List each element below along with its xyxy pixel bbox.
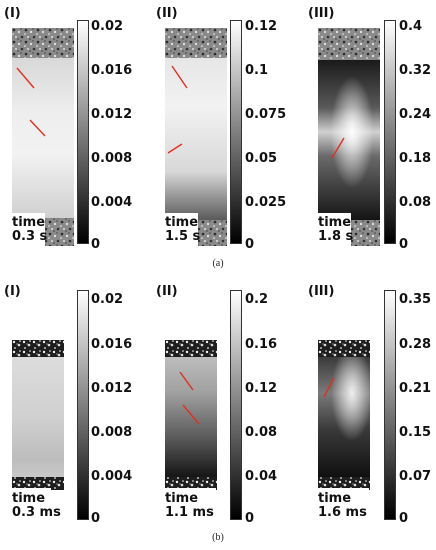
time-label-b2: time <box>165 491 199 506</box>
panel-label-a2: (II) <box>156 6 178 21</box>
colorbar-tick: 0 <box>399 511 409 526</box>
time-label-a1: time <box>12 215 46 230</box>
time-value-b1: 0.3 ms <box>12 505 61 520</box>
crack-line <box>171 65 188 89</box>
panel-label-b3: (III) <box>308 284 335 299</box>
colorbar-b2 <box>230 290 242 520</box>
panel-label-b2: (II) <box>156 284 178 299</box>
panel-label-b1: (I) <box>4 284 21 299</box>
colorbar-tick: 0.15 <box>399 425 432 440</box>
crack-line <box>179 371 194 391</box>
colorbar-tick: 0.1 <box>245 63 269 78</box>
colorbar-tick: 0.21 <box>399 381 432 396</box>
specimen-image-b2 <box>165 340 217 490</box>
colorbar-tick: 0.35 <box>399 292 432 307</box>
time-value-a3: 1.8 s <box>318 229 354 244</box>
crack-line <box>323 377 335 398</box>
colorbar-tick: 0.04 <box>245 469 278 484</box>
crack-line <box>29 119 46 137</box>
colorbar-b1 <box>77 290 89 520</box>
crack-line <box>167 143 183 154</box>
colorbar-tick: 0.012 <box>91 107 133 122</box>
panel-label-a1: (I) <box>4 6 21 21</box>
colorbar-tick: 0.016 <box>91 63 133 78</box>
crack-line <box>331 137 345 159</box>
time-value-b3: 1.6 ms <box>318 505 367 520</box>
colorbar-tick: 0.012 <box>91 381 133 396</box>
colorbar-tick: 0 <box>399 237 409 252</box>
colorbar-tick: 0.016 <box>91 337 133 352</box>
crack-line <box>182 404 200 425</box>
specimen-image-b1 <box>12 340 64 490</box>
time-label-b3: time <box>318 491 352 506</box>
colorbar-tick: 0.004 <box>91 195 133 210</box>
specimen-image-b3 <box>318 340 370 490</box>
colorbar-tick: 0.025 <box>245 195 287 210</box>
colorbar-tick: 0.2 <box>245 292 269 307</box>
colorbar-tick: 0.28 <box>399 337 432 352</box>
colorbar-tick: 0.05 <box>245 151 278 166</box>
colorbar-tick: 0.004 <box>91 469 133 484</box>
colorbar-tick: 0.075 <box>245 107 287 122</box>
panel-label-a3: (III) <box>308 6 335 21</box>
colorbar-tick: 0.08 <box>245 425 278 440</box>
colorbar-tick: 0 <box>91 511 101 526</box>
colorbar-tick: 0.32 <box>399 63 432 78</box>
colorbar-tick: 0.18 <box>399 151 432 166</box>
colorbar-b3 <box>384 290 396 520</box>
specimen-image-a3 <box>318 28 380 246</box>
specimen-image-a1 <box>12 28 74 246</box>
colorbar-tick: 0.08 <box>399 195 432 210</box>
colorbar-tick: 0.12 <box>245 381 278 396</box>
caption-a: (a) <box>212 258 224 269</box>
colorbar-tick: 0 <box>245 511 255 526</box>
colorbar-tick: 0.008 <box>91 151 133 166</box>
colorbar-a1 <box>77 20 89 244</box>
time-label-b1: time <box>12 491 46 506</box>
time-value-a2: 1.5 s <box>165 229 201 244</box>
time-value-b2: 1.1 ms <box>165 505 214 520</box>
colorbar-tick: 0.24 <box>399 107 432 122</box>
time-label-a3: time <box>318 215 352 230</box>
colorbar-tick: 0.07 <box>399 469 432 484</box>
colorbar-tick: 0.02 <box>91 292 124 307</box>
colorbar-tick: 0.12 <box>245 19 278 34</box>
colorbar-tick: 0 <box>245 237 255 252</box>
colorbar-a2 <box>230 20 242 244</box>
colorbar-tick: 0.4 <box>399 19 423 34</box>
colorbar-tick: 0 <box>91 237 101 252</box>
colorbar-tick: 0.02 <box>91 19 124 34</box>
colorbar-a3 <box>384 20 396 244</box>
time-value-a1: 0.3 s <box>12 229 48 244</box>
crack-line <box>16 67 35 89</box>
caption-b: (b) <box>212 532 224 543</box>
time-label-a2: time <box>165 215 199 230</box>
colorbar-tick: 0.008 <box>91 425 133 440</box>
colorbar-tick: 0.16 <box>245 337 278 352</box>
